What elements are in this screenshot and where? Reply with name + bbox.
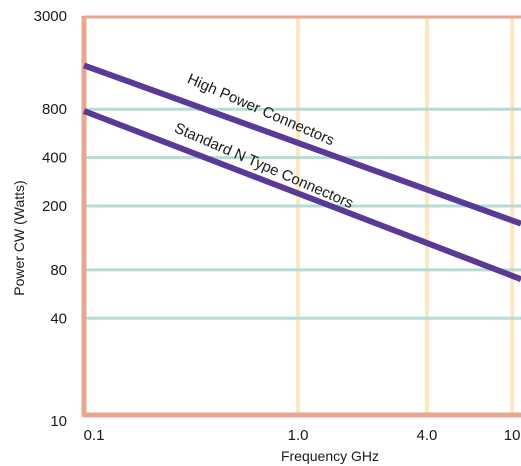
series-line-0 <box>82 62 521 227</box>
y-tick-label: 800 <box>42 101 67 118</box>
x-tick-label: 0.1 <box>84 427 105 444</box>
x-tick-label: 4.0 <box>417 427 438 444</box>
x-gridlines <box>296 17 515 415</box>
plot-frame <box>81 15 521 418</box>
y-tick-label: 400 <box>42 150 67 167</box>
series-lines <box>82 62 521 282</box>
y-gridlines <box>84 107 521 320</box>
y-tick-label: 40 <box>50 310 67 327</box>
x-tick-label: 10 <box>504 427 521 444</box>
x-tick-labels: 0.1 1.0 4.0 10 <box>84 427 521 444</box>
y-tick-label: 200 <box>42 198 67 215</box>
x-axis-title: Frequency GHz <box>281 448 379 464</box>
x-tick-label: 1.0 <box>288 427 309 444</box>
y-axis-title: Power CW (Watts) <box>11 180 27 295</box>
y-tick-labels: 3000 800 400 200 80 40 10 <box>34 8 67 430</box>
y-tick-label: 3000 <box>34 8 67 25</box>
y-tick-label: 80 <box>50 262 67 279</box>
series-line-1 <box>82 108 521 282</box>
y-tick-label: 10 <box>50 413 67 430</box>
